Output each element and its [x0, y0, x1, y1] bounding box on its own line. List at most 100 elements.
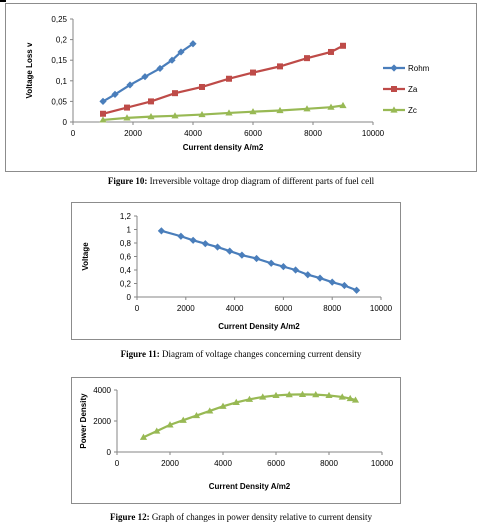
y-axis-label: Voltage [81, 242, 90, 271]
data-point [279, 263, 287, 271]
data-point [123, 114, 131, 121]
data-point [189, 236, 197, 244]
y-tick-label: 0 [127, 293, 132, 302]
x-tick-label: 0 [135, 304, 140, 313]
y-tick-label: 0,1 [56, 77, 68, 86]
data-point [99, 97, 107, 105]
data-point [192, 411, 201, 419]
data-point [139, 433, 148, 440]
data-point [267, 259, 275, 267]
legend-swatch-marker [390, 106, 398, 113]
x-tick-label: 8000 [304, 129, 322, 138]
data-point [141, 73, 149, 81]
x-tick-label: 2000 [177, 304, 195, 313]
data-point [316, 274, 324, 282]
figure-11-caption-text: Diagram of voltage changes concerning cu… [159, 349, 362, 359]
x-tick-label: 4000 [214, 459, 232, 468]
data-point [206, 407, 214, 414]
data-point [156, 64, 164, 73]
data-point [171, 112, 179, 119]
data-point [304, 55, 310, 62]
figure-10-chart: 0 0,05 0,1 0,15 0,2 0,25 0 2000 4000 6000 8000 1000… [25, 15, 430, 152]
legend-swatch-marker [391, 86, 397, 92]
data-point [147, 113, 155, 120]
y-tick-label: 0,25 [51, 15, 67, 24]
data-point [179, 416, 187, 423]
data-point [198, 110, 206, 118]
figure-12-caption-label: Figure 12: [109, 512, 150, 522]
y-tick-label: 2000 [93, 417, 111, 426]
figure-11-chart: 0 0,2 0,4 0,6 0,8 1 1,2 0 2000 4000 6000 8000 10000 C… [81, 212, 393, 331]
figure-10-caption-text: Irreversible voltage drop diagram of dif… [147, 176, 375, 186]
data-point [226, 247, 234, 255]
data-point [328, 278, 336, 286]
data-point [245, 395, 254, 402]
figure-12-panel: 0 2000 4000 0 2000 4000 6000 8000 10000 Current D… [71, 377, 401, 504]
data-point [304, 271, 312, 279]
data-point [157, 227, 165, 235]
data-point [168, 56, 176, 64]
x-tick-label: 4000 [184, 129, 202, 138]
y-tick-label: 0,15 [51, 56, 67, 65]
data-point [177, 48, 185, 56]
figure-10-caption-label: Figure 10: [107, 176, 148, 186]
figure-11-caption: Figure 11: Diagram of voltage changes co… [0, 349, 482, 359]
data-point [166, 421, 174, 428]
data-point [277, 63, 283, 70]
y-axis-label: Voltage Loss v [25, 42, 34, 98]
data-point [252, 254, 261, 263]
x-tick-label: 2000 [124, 129, 142, 138]
data-point [213, 243, 222, 251]
data-point [148, 98, 154, 105]
data-point [100, 110, 106, 117]
data-point [99, 116, 107, 123]
figure-11-caption-label: Figure 11: [120, 349, 160, 359]
legend-label: Rohm [408, 64, 430, 73]
data-point [259, 393, 267, 400]
series-0 [139, 390, 360, 440]
data-point [124, 104, 130, 111]
legend-swatch-marker [390, 64, 398, 72]
data-point [325, 391, 333, 399]
y-tick-label: 4000 [93, 386, 111, 395]
y-tick-label: 0,2 [56, 36, 68, 45]
y-tick-label: 0,8 [120, 239, 132, 248]
x-axis-label: Current density A/m2 [183, 143, 264, 152]
data-point [111, 90, 119, 98]
figure-10-caption: Figure 10: Irreversible voltage drop dia… [0, 176, 482, 186]
y-tick-label: 0,4 [120, 266, 132, 275]
y-tick-label: 0 [107, 448, 112, 457]
data-point [177, 232, 185, 240]
data-point [303, 105, 311, 112]
x-tick-label: 4000 [226, 304, 244, 313]
x-tick-label: 8000 [323, 304, 341, 313]
series-rohm [99, 40, 197, 105]
y-tick-label: 1,2 [120, 212, 132, 221]
x-tick-label: 10000 [370, 304, 393, 313]
data-point [232, 398, 240, 405]
data-point [338, 393, 346, 400]
figure-10-panel: 0 0,05 0,1 0,15 0,2 0,25 0 2000 4000 6000 8000 1000… [5, 3, 477, 172]
data-point [353, 286, 361, 294]
series-line [161, 229, 357, 292]
data-point [225, 109, 233, 116]
data-point [298, 390, 307, 397]
legend-label: Zc [408, 106, 417, 115]
data-point [201, 240, 209, 248]
x-tick-label: 0 [115, 459, 120, 468]
data-point [250, 69, 256, 76]
x-tick-label: 2000 [161, 459, 179, 468]
data-point [199, 83, 205, 90]
x-axis-label: Current Density A/m2 [209, 482, 291, 491]
y-tick-label: 0,05 [51, 97, 67, 106]
y-tick-label: 0 [63, 118, 68, 127]
legend-label: Za [408, 85, 418, 94]
x-tick-label: 6000 [275, 304, 293, 313]
data-point [346, 394, 354, 402]
data-point [249, 108, 257, 115]
data-point [272, 391, 280, 399]
x-tick-label: 10000 [362, 129, 385, 138]
data-point [340, 42, 346, 49]
figure-11-panel: 0 0,2 0,4 0,6 0,8 1 1,2 0 2000 4000 6000 8000 10000 C… [71, 202, 401, 340]
x-axis-label: Current Density A/m2 [218, 322, 300, 331]
